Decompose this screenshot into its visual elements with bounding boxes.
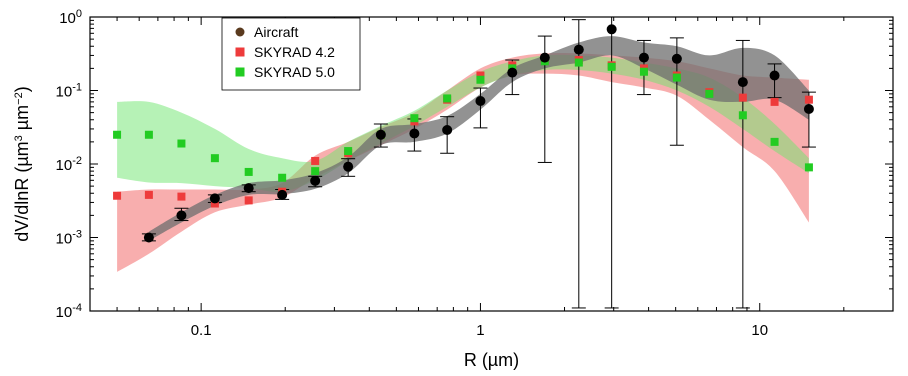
data-points	[113, 24, 814, 243]
aircraft-point	[769, 70, 780, 81]
aircraft-point	[375, 129, 386, 140]
y-tick-label: 10-1	[56, 82, 82, 101]
aircraft-point	[638, 52, 649, 63]
skyrad50-point	[672, 73, 681, 82]
x-tick-label: 0.1	[191, 322, 212, 339]
aircraft-point	[143, 232, 154, 243]
aircraft-point	[409, 128, 420, 139]
legend-marker-aircraft	[235, 27, 245, 37]
skyrad50-point	[344, 147, 353, 156]
skyrad50-point	[574, 58, 583, 67]
skyrad50-point	[144, 130, 153, 139]
band-skyrad50	[117, 54, 809, 192]
aircraft-point	[803, 104, 814, 115]
legend-marker-skyrad42	[235, 47, 245, 57]
x-axis-title: R (µm)	[464, 350, 519, 370]
skyrad50-point	[311, 167, 320, 176]
skyrad42-point	[738, 93, 747, 102]
x-tick-label: 1	[476, 322, 484, 339]
y-axis-title: dV/dlnR (µm3 µm−2)	[12, 86, 32, 241]
y-axis-title-exp2: −2	[13, 92, 25, 105]
skyrad42-point	[144, 190, 153, 199]
aircraft-point	[310, 175, 321, 186]
skyrad50-point	[443, 94, 452, 103]
aircraft-point	[475, 95, 486, 106]
y-axis-title-mid: µm	[12, 105, 32, 135]
skyrad50-point	[639, 67, 648, 76]
skyrad42-point	[113, 191, 122, 200]
legend-marker-skyrad50	[235, 67, 245, 77]
aircraft-point	[737, 77, 748, 88]
skyrad42-point	[244, 196, 253, 205]
y-tick-label: 100	[59, 8, 82, 27]
skyrad42-point	[770, 97, 779, 106]
skyrad50-point	[278, 173, 287, 182]
aircraft-point	[343, 161, 354, 172]
uncertainty-bands	[117, 36, 809, 272]
y-axis-title-end: )	[12, 86, 32, 92]
skyrad42-point	[177, 192, 186, 201]
skyrad50-point	[177, 139, 186, 148]
legend-label-aircraft: Aircraft	[254, 24, 298, 40]
aircraft-point	[277, 189, 288, 200]
skyrad42-point	[311, 156, 320, 165]
aircraft-point	[176, 210, 187, 221]
skyrad50-point	[244, 167, 253, 176]
axis-ticks	[89, 16, 894, 312]
legend-label-skyrad50: SKYRAD 5.0	[254, 64, 335, 80]
aircraft-point	[442, 125, 453, 136]
skyrad42-point	[804, 95, 813, 104]
aircraft-point	[243, 183, 254, 194]
skyrad50-point	[770, 137, 779, 146]
y-axis-title-exp1: 3	[13, 135, 25, 141]
skyrad50-point	[607, 62, 616, 71]
aircraft-point	[209, 193, 220, 204]
tick-labels: 0.1 1 10 10-4 10-3 10-2 10-1 100	[56, 8, 769, 339]
y-tick-label: 10-3	[56, 229, 82, 248]
aircraft-point	[606, 24, 617, 35]
skyrad42-point	[476, 71, 485, 80]
skyrad50-point	[738, 111, 747, 120]
skyrad50-point	[476, 75, 485, 84]
legend-label-skyrad42: SKYRAD 4.2	[254, 44, 335, 60]
aircraft-point	[539, 52, 550, 63]
aircraft-point	[671, 53, 682, 64]
skyrad50-point	[705, 89, 714, 98]
aircraft-point	[507, 67, 518, 78]
y-axis-title-main: dV/dlnR (µm	[12, 141, 32, 241]
skyrad50-point	[804, 163, 813, 172]
skyrad42-point	[210, 199, 219, 208]
skyrad50-point	[113, 130, 122, 139]
legend: Aircraft SKYRAD 4.2 SKYRAD 5.0	[221, 17, 361, 91]
x-tick-label: 10	[751, 322, 768, 339]
aircraft-point	[573, 44, 584, 55]
y-tick-label: 10-4	[56, 302, 82, 321]
legend-box	[221, 17, 361, 91]
skyrad50-point	[210, 154, 219, 163]
y-tick-label: 10-2	[56, 155, 82, 174]
skyrad50-point	[410, 114, 419, 123]
